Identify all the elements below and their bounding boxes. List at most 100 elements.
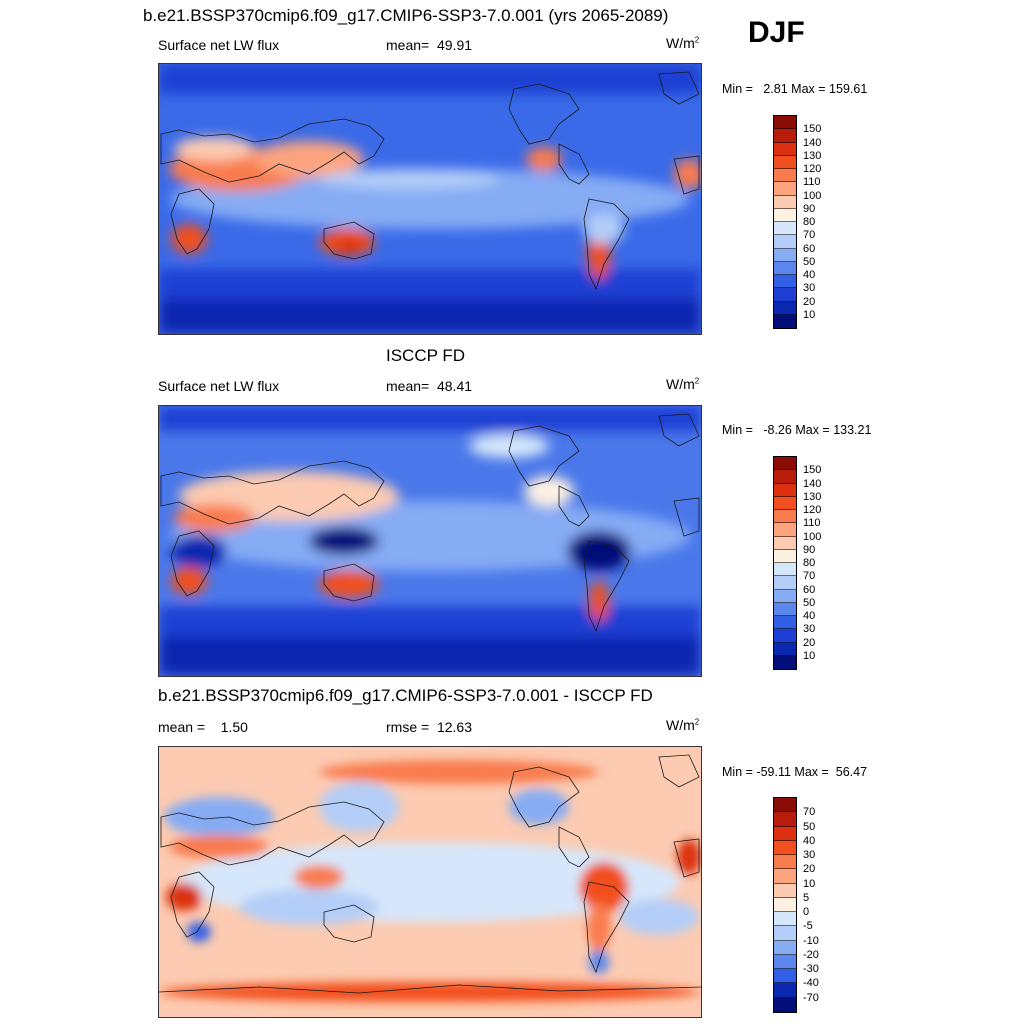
colorbar-tick-label: 100: [803, 189, 822, 202]
panel3-minmax: Min = -59.11 Max = 56.47: [722, 765, 867, 779]
colorbar-segment: [774, 798, 796, 813]
panel3-mean-label: mean =: [158, 719, 206, 735]
colorbar-tick-label: 10: [803, 877, 816, 890]
colorbar-tick-label: 150: [803, 123, 822, 136]
colorbar-segment: [774, 576, 796, 590]
colorbar-segment: [774, 629, 796, 643]
colorbar-segment: [774, 954, 796, 970]
panel1-max-label: Max =: [791, 82, 826, 96]
colorbar-segment: [774, 940, 796, 955]
panel3-max-label: Max =: [794, 765, 829, 779]
panel2-coastlines: [160, 413, 700, 633]
colorbar-segment: [774, 997, 796, 1012]
colorbar-tick-label: 5: [803, 891, 810, 904]
panel2-field: [159, 406, 701, 676]
panel2-colorbar-strip: [773, 456, 797, 670]
panel2-units: W/m2: [666, 376, 699, 392]
panel2-mean-value: 48.41: [436, 378, 473, 394]
colorbar-tick-label: 50: [803, 596, 816, 609]
colorbar-segment: [774, 826, 796, 841]
panel1-coastlines: [160, 71, 700, 291]
colorbar-tick-label: -70: [803, 991, 819, 1004]
colorbar-segment: [774, 869, 796, 884]
colorbar-segment: [774, 510, 796, 524]
colorbar-segment: [774, 142, 796, 156]
colorbar-segment: [774, 969, 796, 984]
colorbar-segment: [774, 457, 796, 471]
panel1-title: b.e21.BSSP370cmip6.f09_g17.CMIP6-SSP3-7.…: [143, 6, 669, 25]
colorbar-tick-label: 50: [803, 255, 816, 268]
colorbar-segment: [774, 169, 796, 183]
panel2-minmax: Min = -8.26 Max = 133.21: [722, 423, 871, 437]
panel2-max-label: Max =: [795, 423, 830, 437]
colorbar-tick-label: 30: [803, 849, 816, 862]
panel2-mean-label: mean=: [386, 378, 430, 394]
colorbar-tick-label: 80: [803, 216, 816, 228]
panel1-map-svg: [159, 64, 701, 334]
panel2-title: ISCCP FD: [386, 346, 466, 365]
colorbar-segment: [774, 275, 796, 289]
colorbar-tick-label: -30: [803, 963, 819, 976]
panel1-max-value: 159.61: [829, 82, 868, 96]
colorbar-tick-label: 150: [803, 464, 822, 477]
panel2-map-svg: [159, 406, 701, 676]
colorbar-tick-label: 20: [803, 295, 816, 308]
colorbar-segment: [774, 470, 796, 484]
colorbar-segment: [774, 182, 796, 196]
panel1-minmax: Min = 2.81 Max = 159.61: [722, 82, 867, 96]
season-label: DJF: [748, 16, 805, 49]
colorbar-segment: [774, 129, 796, 143]
colorbar-tick-label: 120: [803, 504, 822, 516]
colorbar-tick-label: -10: [803, 934, 819, 947]
colorbar-tick-label: 20: [803, 863, 816, 876]
panel2-units-base: W/m: [666, 376, 695, 392]
panel3-units-exp: 2: [694, 717, 700, 727]
colorbar-segment: [774, 536, 796, 550]
panel3-coastlines: [159, 754, 701, 994]
panel1-mean-value: 49.91: [436, 37, 473, 53]
panel3-min-value: -59.11: [756, 765, 791, 779]
colorbar-tick-label: 60: [803, 583, 816, 596]
colorbar-tick-label: 10: [803, 649, 816, 662]
panel1-units-exp: 2: [694, 35, 700, 45]
panel3-rmse-label: rmse =: [386, 719, 430, 735]
panel1-mean-label: mean=: [386, 37, 430, 53]
panel3-units: W/m2: [666, 717, 699, 733]
colorbar-segment: [774, 301, 796, 315]
colorbar-segment: [774, 116, 796, 130]
colorbar-segment: [774, 926, 796, 941]
colorbar-segment: [774, 897, 796, 913]
panel2-max-value: 133.21: [833, 423, 872, 437]
colorbar-tick-label: 30: [803, 623, 816, 636]
colorbar-tick-label: 60: [803, 242, 816, 255]
panel2-min-value: -8.26: [763, 423, 792, 437]
panel3-map: [158, 746, 702, 1018]
colorbar-segment: [774, 602, 796, 616]
colorbar-segment: [774, 883, 796, 898]
colorbar-segment: [774, 840, 796, 856]
panel1-variable: Surface net LW flux: [158, 37, 280, 53]
colorbar-tick-label: 70: [803, 806, 816, 819]
colorbar-segment: [774, 655, 796, 669]
panel3-max-value: 56.47: [835, 765, 868, 779]
panel3-colorbar-strip: [773, 797, 797, 1013]
colorbar-segment: [774, 983, 796, 998]
colorbar-segment: [774, 155, 796, 169]
colorbar-tick-label: 50: [803, 820, 816, 833]
colorbar-tick-label: 90: [803, 202, 816, 215]
colorbar-tick-label: 20: [803, 636, 816, 649]
panel1-units-base: W/m: [666, 35, 695, 51]
colorbar-tick-label: 70: [803, 570, 816, 583]
colorbar-tick-label: 110: [803, 176, 821, 189]
panel1-map: [158, 63, 702, 335]
panel1-colorbar: 150 140 130 120 110 100 90 80 70 60 50 40 30 20 10: [773, 115, 853, 329]
colorbar-segment: [774, 261, 796, 275]
panel2-units-exp: 2: [694, 376, 700, 386]
colorbar-tick-label: 80: [803, 557, 816, 569]
colorbar-tick-label: 0: [803, 906, 810, 919]
panel3-rmse-value: 12.63: [436, 719, 473, 735]
colorbar-tick-label: 40: [803, 610, 816, 622]
panel3-min-label: Min =: [722, 765, 753, 779]
colorbar-tick-label: 40: [803, 269, 816, 281]
colorbar-tick-label: -5: [803, 920, 813, 933]
